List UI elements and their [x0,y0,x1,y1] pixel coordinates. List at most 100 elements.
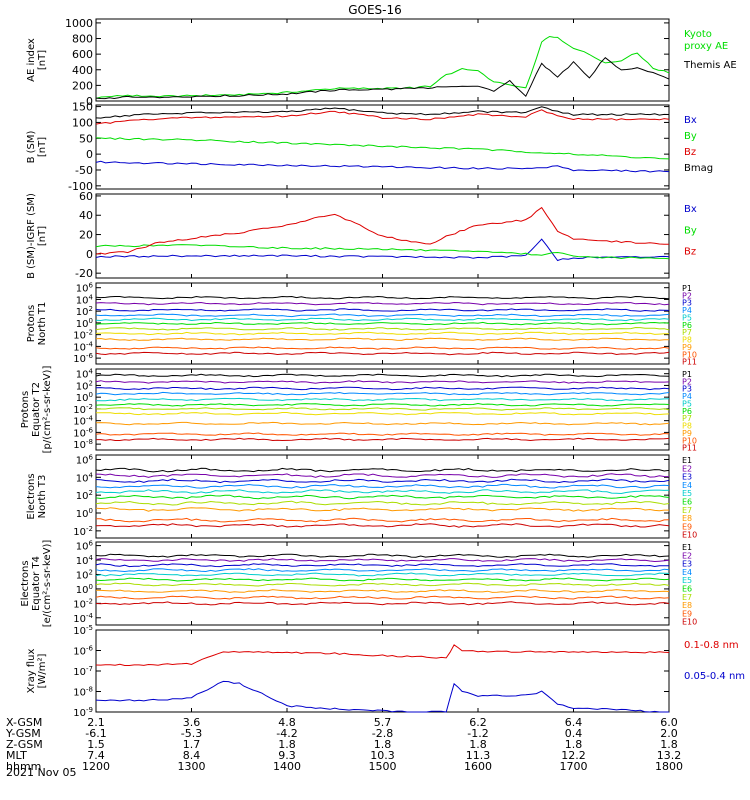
series-line-0-05-0-4-nm [95,680,669,713]
series-line-e6 [95,577,670,582]
legend-label: 0.1-0.8 nm [684,640,739,651]
footer-cell: 1.8 [469,738,487,751]
legend-label: P5 [682,313,692,322]
legend-label: Bz [684,247,696,258]
series-line-e5 [95,489,670,495]
legend-label: P5 [682,399,692,408]
y-axis-label: [nT] [37,50,48,70]
tick-label: 1000 [65,17,93,30]
footer-cell: 4.8 [278,716,296,729]
series-line-p6 [95,402,670,407]
footer-cell: 1500 [369,760,397,773]
series-line-bx [95,160,670,173]
tick-label: 102 [76,489,93,502]
legend-label: E1 [682,456,692,465]
legend-label: P6 [682,407,692,416]
legend-label: E6 [682,498,692,507]
legend-label: E9 [682,609,692,618]
figure-title: GOES-16 [348,3,402,17]
y-axis-label: B (SM)-IGRF (SM) [26,193,37,279]
footer-cell: 0.4 [565,727,583,740]
series-line-bz [95,206,670,255]
tick-label: 0 [86,248,93,261]
series-line-e6 [95,494,670,500]
series-line-by [95,137,670,160]
legend-label: E4 [682,481,692,490]
legend-label: P3 [682,299,692,308]
y-axis-label: [W/m²] [37,653,48,688]
footer-row-label: hhmm [6,760,41,773]
y-axis-label: [nT] [37,226,48,246]
series-line-p4 [95,313,670,318]
series-line-e8 [95,589,670,593]
footer-cell: 1600 [464,760,492,773]
series-line-e1 [95,467,670,473]
y-axis-label: AE index [26,38,37,82]
footer-cell: 5.7 [374,716,392,729]
series-line-p5 [95,317,670,322]
footer-row-label: Z-GSM [6,738,43,751]
footer-cell: 1.8 [374,738,392,751]
legend-label: E8 [682,601,692,610]
footer-cell: -1.2 [467,727,488,740]
legend-label: P8 [682,336,692,345]
footer-cell: 1.8 [565,738,583,751]
tick-label: 104 [76,554,94,567]
series-line-p4 [95,391,670,396]
series-line-e7 [95,500,670,506]
legend-label: E4 [682,568,692,577]
series-line-p9 [95,337,669,341]
series-line-e1 [95,553,670,558]
legend-label: E5 [682,576,692,585]
series-line-p3 [95,386,670,391]
series-line-p11 [96,437,670,442]
legend-label: 0.05-0.4 nm [684,671,745,682]
tick-label: 10-8 [73,686,93,699]
series-line-e7 [95,582,670,587]
footer-cell: 1700 [560,760,588,773]
footer-cell: 13.2 [657,749,682,762]
tick-label: 104 [76,471,94,484]
legend-label: Themis AE [683,60,737,71]
legend-label: Bmag [684,163,713,174]
series-line-by [95,244,670,260]
legend-label: P4 [682,306,692,315]
legend-label: P9 [682,429,692,438]
tick-label: 100 [72,116,93,129]
tick-label: 50 [79,132,93,145]
footer-cell: 6.2 [469,716,487,729]
series-line-e3 [95,478,670,484]
footer-cell: 1.5 [87,738,105,751]
panel-3: -20 0 20 40 60 B (SM)-IGRF (SM) [nT] Bx By Bz [26,190,697,280]
tick-label: 100 [76,583,93,596]
footer-cell: 1200 [82,760,110,773]
series-line-p8 [95,331,669,336]
tick-label: 10-4 [73,612,93,625]
footer-cell: 1400 [273,760,301,773]
series-line-e9 [95,595,670,600]
tick-label: 0 [86,148,93,161]
series-line-p11 [95,351,670,356]
footer-cell: -5.3 [181,727,202,740]
legend-label: E7 [682,593,692,602]
tick-label: 200 [72,79,93,92]
series-line-p6 [95,321,670,326]
tick-label: 40 [79,209,93,222]
footer-cell: 1.8 [660,738,678,751]
y-axis-label: Electrons [26,473,37,519]
legend-label: P11 [682,358,697,367]
panel-frame [95,629,670,713]
series-line-e8 [95,507,669,512]
tick-label: 10-7 [73,665,93,678]
legend-label: E2 [682,464,692,473]
tick-label: 10-6 [73,645,93,658]
legend-label: P1 [682,284,692,293]
tick-label: 20 [79,229,93,242]
series-line-bmag [95,106,670,119]
series-line-p2 [95,301,670,306]
series-line-e9 [96,517,670,523]
